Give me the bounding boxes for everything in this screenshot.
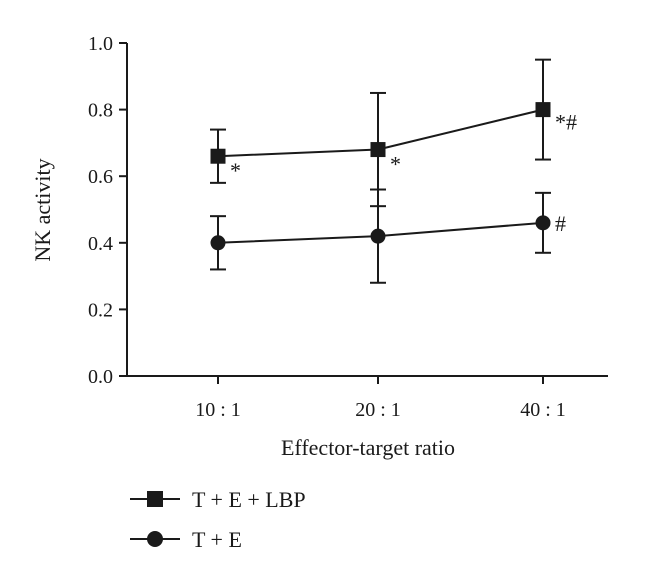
x-tick-label: 10 : 1: [195, 399, 241, 421]
legend-marker-square: [147, 491, 163, 507]
x-tick-label: 20 : 1: [355, 399, 401, 421]
y-tick-label: 0.2: [88, 299, 113, 321]
data-point-square: [535, 102, 551, 118]
y-ticks: 0.0 0.2 0.4 0.6 0.8 1.0: [88, 33, 127, 388]
series-square: * * *#: [210, 58, 577, 208]
x-tick-label: 40 : 1: [520, 399, 566, 421]
data-point-square: [370, 142, 386, 158]
x-ticks: 10 : 1 20 : 1 40 : 1: [195, 376, 566, 421]
plot-area: * * *# #: [210, 58, 577, 284]
y-tick-label: 0.8: [88, 100, 113, 122]
legend: T + E + LBP T + E: [130, 487, 306, 552]
y-tick-label: 0.0: [88, 366, 113, 388]
legend-marker-circle: [147, 531, 163, 547]
significance-annotation: #: [555, 211, 566, 236]
legend-label: T + E: [192, 527, 242, 552]
axes: [126, 43, 608, 377]
y-tick-label: 1.0: [88, 33, 113, 55]
y-axis-label: NK activity: [30, 158, 55, 261]
y-tick-label: 0.6: [88, 166, 113, 188]
data-point-circle: [210, 235, 226, 251]
significance-annotation: *: [230, 158, 241, 183]
data-point-circle: [370, 228, 386, 244]
legend-label: T + E + LBP: [192, 487, 306, 512]
data-point-circle: [535, 215, 551, 231]
data-point-square: [210, 148, 226, 164]
x-axis-label: Effector-target ratio: [281, 435, 455, 460]
significance-annotation: *: [390, 152, 401, 177]
legend-item: T + E + LBP: [130, 487, 306, 512]
series-circle: #: [210, 188, 566, 284]
legend-item: T + E: [130, 527, 242, 552]
significance-annotation: *#: [555, 110, 577, 135]
y-tick-label: 0.4: [88, 233, 113, 255]
